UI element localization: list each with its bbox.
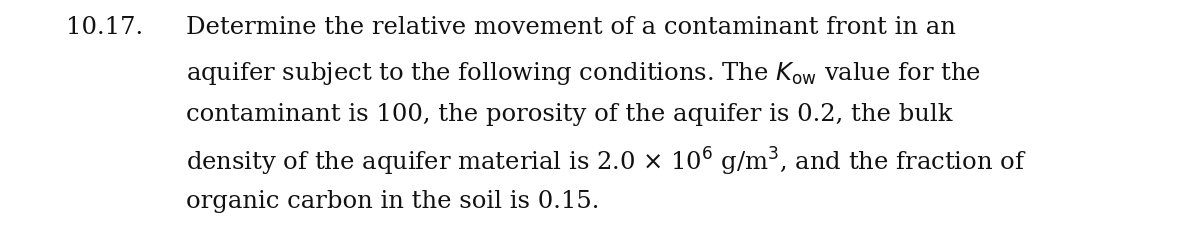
Text: contaminant is 100, the porosity of the aquifer is 0.2, the bulk: contaminant is 100, the porosity of the … <box>186 103 953 126</box>
Text: density of the aquifer material is 2.0 $\times$ 10$^{6}$ g/m$^{3}$, and the frac: density of the aquifer material is 2.0 $… <box>186 146 1026 179</box>
Text: aquifer subject to the following conditions. The $K_{\mathrm{ow}}$ value for the: aquifer subject to the following conditi… <box>186 60 982 87</box>
Text: organic carbon in the soil is 0.15.: organic carbon in the soil is 0.15. <box>186 190 599 212</box>
Text: 10.17.: 10.17. <box>66 16 143 39</box>
Text: Determine the relative movement of a contaminant front in an: Determine the relative movement of a con… <box>186 16 956 39</box>
